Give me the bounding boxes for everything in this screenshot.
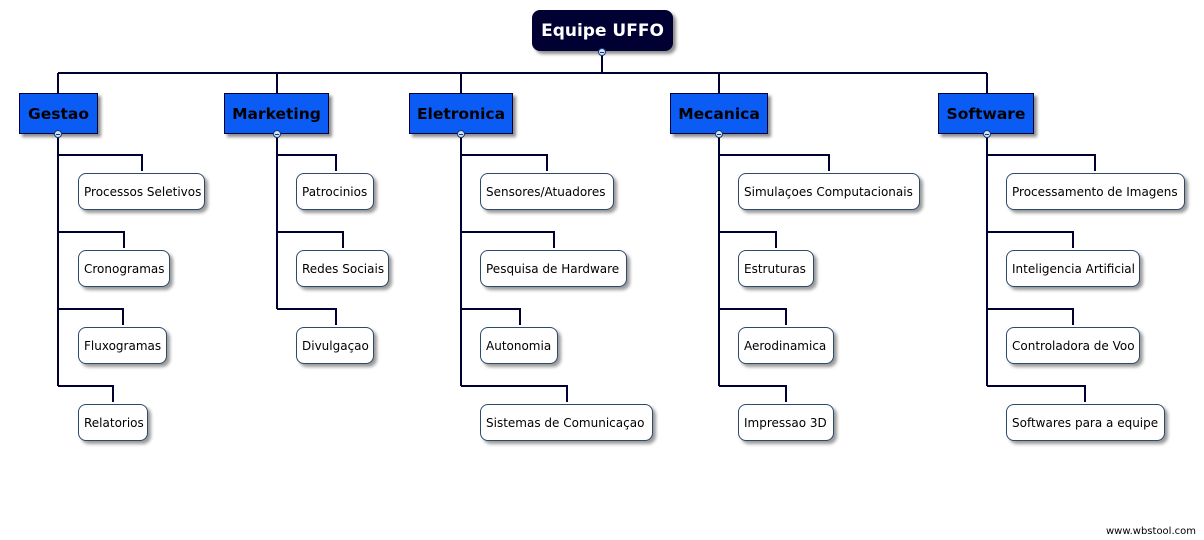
collapse-toggle-icon[interactable] — [54, 130, 62, 138]
leaf-label: Patrocinios — [302, 184, 368, 199]
collapse-toggle-icon[interactable] — [598, 48, 606, 56]
leaf-node[interactable]: Pesquisa de Hardware — [480, 250, 627, 287]
leaf-label: Autonomia — [486, 338, 552, 353]
leaf-node[interactable]: Sistemas de Comunicaçao — [480, 404, 653, 441]
leaf-label: Estruturas — [744, 261, 806, 276]
leaf-node[interactable]: Processos Seletivos — [78, 173, 205, 210]
leaf-label: Redes Sociais — [302, 261, 385, 276]
leaf-label: Fluxogramas — [84, 338, 162, 353]
collapse-toggle-icon[interactable] — [983, 130, 991, 138]
root-label: Equipe UFFO — [541, 20, 664, 41]
leaf-node[interactable]: Sensores/Atuadores — [480, 173, 614, 210]
leaf-node[interactable]: Controladora de Voo — [1006, 327, 1140, 364]
collapse-toggle-icon[interactable] — [715, 130, 723, 138]
collapse-toggle-icon[interactable] — [273, 130, 281, 138]
leaf-node[interactable]: Autonomia — [480, 327, 558, 364]
leaf-label: Impressao 3D — [744, 415, 827, 430]
leaf-label: Sistemas de Comunicaçao — [486, 415, 645, 430]
leaf-node[interactable]: Processamento de Imagens — [1006, 173, 1185, 210]
leaf-label: Processamento de Imagens — [1012, 184, 1178, 199]
leaf-node[interactable]: Softwares para a equipe — [1006, 404, 1165, 441]
leaf-node[interactable]: Redes Sociais — [296, 250, 389, 287]
leaf-node[interactable]: Aerodinamica — [738, 327, 834, 364]
leaf-node[interactable]: Patrocinios — [296, 173, 374, 210]
leaf-label: Controladora de Voo — [1012, 338, 1135, 353]
leaf-label: Relatorios — [84, 415, 144, 430]
leaf-node[interactable]: Cronogramas — [78, 250, 170, 287]
branch-node-software[interactable]: Software — [938, 93, 1034, 134]
leaf-node[interactable]: Estruturas — [738, 250, 814, 287]
branch-label: Mecanica — [678, 104, 760, 123]
leaf-label: Pesquisa de Hardware — [486, 261, 620, 276]
leaf-node[interactable]: Fluxogramas — [78, 327, 167, 364]
branch-node-eletronica[interactable]: Eletronica — [409, 93, 513, 134]
leaf-label: Simulaçoes Computacionais — [744, 184, 913, 199]
branch-node-marketing[interactable]: Marketing — [224, 93, 329, 134]
leaf-label: Sensores/Atuadores — [486, 184, 606, 199]
leaf-label: Processos Seletivos — [84, 184, 202, 199]
branch-label: Software — [946, 104, 1026, 123]
branch-node-gestao[interactable]: Gestao — [19, 93, 98, 134]
collapse-toggle-icon[interactable] — [457, 130, 465, 138]
leaf-label: Cronogramas — [84, 261, 165, 276]
leaf-node[interactable]: Divulgaçao — [296, 327, 374, 364]
leaf-label: Aerodinamica — [744, 338, 827, 353]
branch-label: Gestao — [28, 104, 89, 123]
leaf-node[interactable]: Inteligencia Artificial — [1006, 250, 1140, 287]
branch-label: Eletronica — [416, 104, 506, 123]
branch-node-mecanica[interactable]: Mecanica — [670, 93, 768, 134]
leaf-label: Divulgaçao — [302, 338, 369, 353]
root-node[interactable]: Equipe UFFO — [532, 10, 673, 51]
leaf-node[interactable]: Impressao 3D — [738, 404, 834, 441]
leaf-node[interactable]: Relatorios — [78, 404, 148, 441]
leaf-node[interactable]: Simulaçoes Computacionais — [738, 173, 920, 210]
watermark: www.wbstool.com — [1105, 526, 1196, 537]
leaf-label: Inteligencia Artificial — [1012, 261, 1135, 276]
branch-label: Marketing — [232, 104, 321, 123]
leaf-label: Softwares para a equipe — [1012, 415, 1159, 430]
